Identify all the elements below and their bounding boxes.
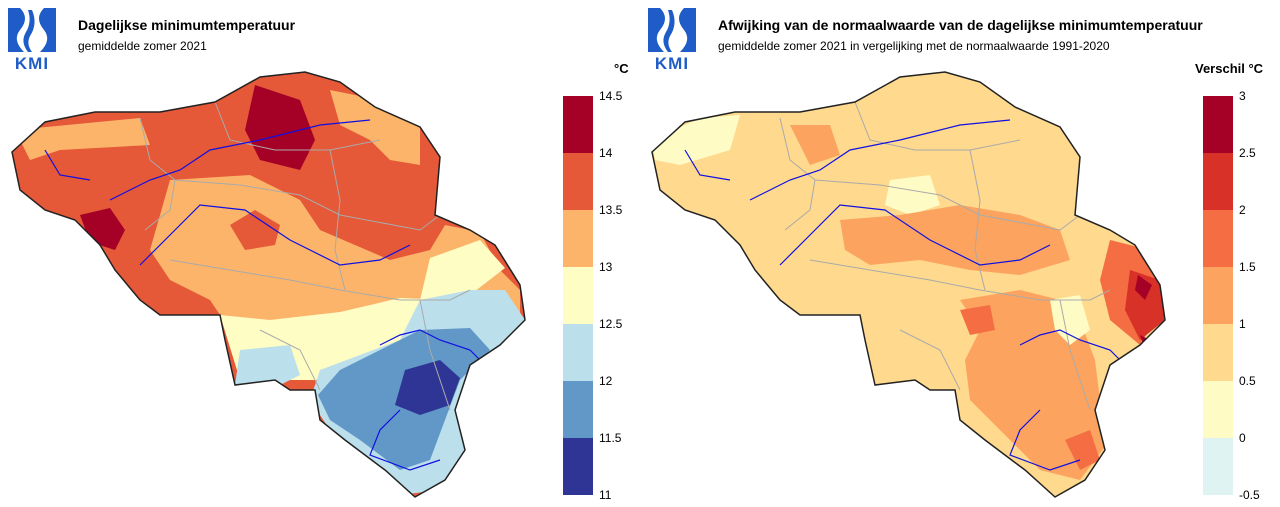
- rivers: [44, 119, 491, 471]
- province-borders: [779, 101, 1111, 411]
- legend-tick-label: 2: [1239, 203, 1246, 217]
- kmi-logo: KMI: [646, 6, 698, 73]
- legend-unit: Verschil °C: [1195, 61, 1264, 76]
- province-borders: [139, 101, 471, 411]
- map-subtitle: gemiddelde zomer 2021: [78, 39, 207, 53]
- legend-tick-label: 1: [1239, 317, 1246, 331]
- legend-swatch: [1203, 210, 1233, 267]
- legend-tick-label: 11: [599, 488, 612, 502]
- rivers: [684, 119, 1131, 471]
- legend-swatch: [563, 324, 593, 381]
- belgium-border: [651, 71, 1166, 498]
- legend-unit: °C: [614, 61, 629, 76]
- legend-tick-label: 12.5: [599, 317, 623, 331]
- map-title: Afwijking van de normaalwaarde van de da…: [718, 17, 1203, 33]
- legend-tick-label: 3: [1239, 89, 1246, 103]
- legend-swatch: [1203, 267, 1233, 324]
- belgium-border: [11, 71, 526, 498]
- legend-swatch: [563, 96, 593, 153]
- map-subtitle: gemiddelde zomer 2021 in vergelijking me…: [718, 39, 1110, 53]
- legend-swatch: [563, 153, 593, 210]
- legend-tick-label: -0.5: [1239, 488, 1260, 502]
- legend-swatch: [1203, 96, 1233, 153]
- anomaly-field: [652, 72, 1165, 497]
- belgium-anomaly-map: [651, 71, 1166, 498]
- legend-swatch: [1203, 153, 1233, 210]
- legend-tick-label: 14.5: [599, 89, 623, 103]
- legend-tick-label: 11.5: [599, 431, 622, 445]
- legend-swatch: [563, 267, 593, 324]
- anomaly-panel: KMI Afwijking van de normaalwaarde van d…: [640, 0, 1280, 507]
- temperature-field: [12, 72, 525, 497]
- legend-swatch: [563, 438, 593, 495]
- legend-swatch: [563, 210, 593, 267]
- map-title: Dagelijkse minimumtemperatuur: [78, 17, 296, 33]
- legend-tick-label: 12: [599, 374, 613, 388]
- legend-tick-label: 13: [599, 260, 613, 274]
- legend-tick-label: 0.5: [1239, 374, 1256, 388]
- legend-swatch: [563, 381, 593, 438]
- legend-tick-label: 13.5: [599, 203, 623, 217]
- belgium-temperature-map: [11, 71, 526, 498]
- legend-swatch: [1203, 438, 1233, 495]
- legend-tick-label: 2.5: [1239, 146, 1256, 160]
- kmi-logo: KMI: [6, 6, 58, 73]
- legend-tick-label: 14: [599, 146, 613, 160]
- legend-swatch: [1203, 381, 1233, 438]
- legend-swatch: [1203, 324, 1233, 381]
- kmi-logo-text: KMI: [14, 54, 50, 73]
- kmi-logo-text: KMI: [654, 54, 690, 73]
- kmi-logo-icon: [8, 8, 56, 52]
- kmi-logo-icon: [648, 8, 696, 52]
- absolute-temperature-panel: KMI Dagelijkse minimumtemperatuur gemidd…: [6, 6, 629, 502]
- legend-tick-label: 0: [1239, 431, 1246, 445]
- legend-tick-label: 1.5: [1239, 260, 1256, 274]
